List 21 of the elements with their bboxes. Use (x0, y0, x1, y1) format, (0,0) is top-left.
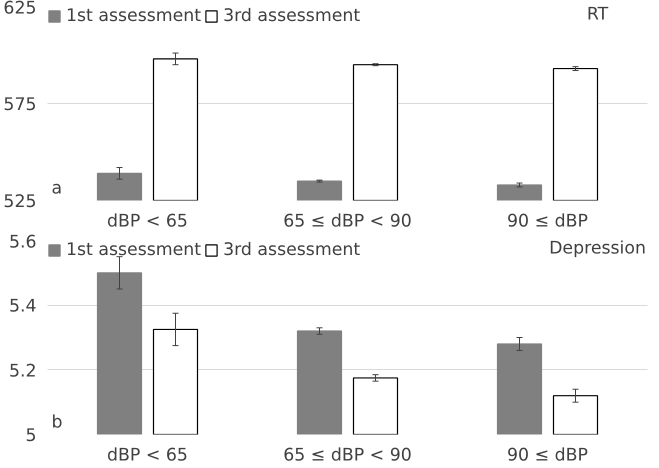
x-tick-label: 65 ≤ dBP < 90 (283, 212, 412, 232)
x-tick-label: dBP < 65 (107, 212, 188, 232)
y-tick-label: 525 (3, 192, 37, 212)
x-tick-label: 90 ≤ dBP (507, 212, 588, 232)
y-tick-label: 575 (3, 95, 37, 115)
y-tick-label: 5.2 (8, 361, 37, 382)
x-tick-label: 65 ≤ dBP < 90 (283, 446, 412, 466)
chart-title: RT (586, 4, 609, 24)
y-tick-label: 5.4 (8, 296, 37, 317)
legend-label: 1st assessment (66, 6, 202, 26)
y-tick-label: 625 (3, 0, 37, 18)
annotation: a (52, 178, 62, 198)
x-tick-label: dBP < 65 (107, 446, 188, 466)
legend-label: 3rd assessment (223, 6, 360, 26)
annotation: b (52, 412, 62, 432)
x-tick-label: 90 ≤ dBP (507, 446, 588, 466)
legend-label: 3rd assessment (223, 240, 360, 260)
y-tick-label: 5.6 (8, 232, 37, 252)
chart-title: Depression (549, 238, 646, 258)
y-tick-label: 5 (25, 426, 37, 446)
legend-label: 1st assessment (66, 240, 202, 260)
